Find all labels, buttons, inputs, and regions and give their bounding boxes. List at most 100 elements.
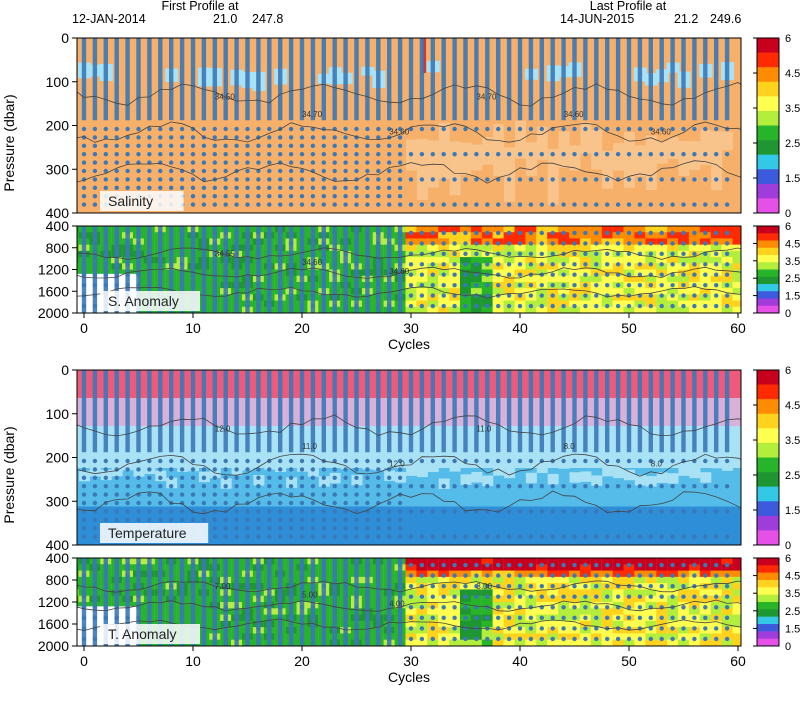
sample-dot [169,282,174,288]
sample-dot [626,126,632,132]
sample-dot [103,241,109,246]
sample-dot [343,594,348,599]
anomaly-cell [710,275,722,283]
anomaly-cell [514,558,526,565]
sample-dot [212,262,217,267]
profile-column [496,370,501,453]
anomaly-cell [656,558,668,565]
anomaly-cell [623,564,635,572]
sample-dot [648,562,653,568]
sample-dot [103,484,109,489]
anomaly-cell [656,576,668,584]
sample-dot [441,282,446,288]
sample-dot [114,594,119,599]
sample-dot [441,509,446,514]
sample-dot [376,303,381,309]
contour-label: 11.0 [476,424,492,433]
sample-dot [528,573,534,578]
sample-dot [147,475,152,480]
sample-dot [626,177,632,182]
sample-dot [179,458,185,464]
colorbar-tick-label: 3.5 [785,588,800,600]
sample-dot [397,526,403,531]
sample-dot [670,282,675,288]
colorbar-tick-label: 2.5 [785,138,800,150]
sample-dot [201,230,207,236]
sample-dot [474,509,479,514]
sample-dot [594,626,599,631]
anomaly-cell [656,232,668,239]
anomaly-cell [721,288,733,295]
sample-dot [125,562,130,568]
anomaly-cell [416,558,428,565]
sample-dot [158,583,163,589]
sample-dot [310,143,316,148]
sample-dot [245,583,250,589]
sample-dot [681,202,686,207]
sample-dot [267,202,272,207]
sample-dot [114,562,119,568]
sample-dot [245,458,250,464]
sample-dot [550,534,555,539]
contour-label: 4.00 [389,599,405,608]
sample-dot [332,475,337,480]
anomaly-cell [77,602,79,609]
sample-dot [179,509,185,514]
colorbar: 64.53.52.51.50 [753,221,800,320]
sample-dot [528,251,534,257]
colorbar-frame [756,369,780,546]
sample-dot [223,194,228,199]
sample-dot [136,152,141,157]
sample-dot [528,241,534,246]
sample-dot [419,534,425,539]
sample-dot [169,143,174,148]
sample-dot [539,534,544,539]
sample-dot [158,475,163,480]
anomaly-cell [612,275,624,283]
anomaly-cell [416,564,428,572]
sample-dot [648,509,653,514]
anomaly-cell [405,589,417,597]
anomaly-cell [590,306,602,313]
sample-dot [256,303,261,309]
sample-dot [125,282,130,288]
sample-dot [605,202,610,207]
sample-dot [496,230,501,236]
sample-dot [81,160,87,165]
sample-dot [179,475,185,480]
sample-dot [201,562,207,568]
profile-column [158,38,163,121]
sample-dot [397,517,403,522]
sample-dot [103,272,109,277]
sample-dot [81,251,87,257]
salinity-cell [624,132,635,188]
sample-dot [561,534,566,539]
profile-column [125,38,130,121]
sample-dot [278,230,283,236]
anomaly-cell [688,589,700,597]
anomaly-cell [460,608,471,616]
sample-dot [365,241,370,246]
anomaly-cell [623,288,635,295]
anomaly-cell [547,257,559,264]
anomaly-cell [492,595,504,603]
sample-dot [397,484,403,489]
sample-dot [376,562,381,568]
sample-dot [256,168,261,174]
profile-column [365,226,370,313]
anomaly-cell [678,232,689,239]
anomaly-cell [645,564,657,572]
anomaly-cell [525,564,537,572]
sample-dot [703,615,708,621]
anomaly-cell [569,257,580,264]
sample-dot [125,509,130,514]
sample-dot [223,526,228,531]
sample-dot [528,636,534,642]
sample-dot [594,636,599,642]
colorbar: 64.53.52.51.50 [753,365,800,552]
sample-dot [201,500,207,506]
sample-dot [714,303,719,309]
contour-label: 34.60 [389,267,410,276]
sample-dot [234,573,239,578]
profile-column [190,226,196,313]
